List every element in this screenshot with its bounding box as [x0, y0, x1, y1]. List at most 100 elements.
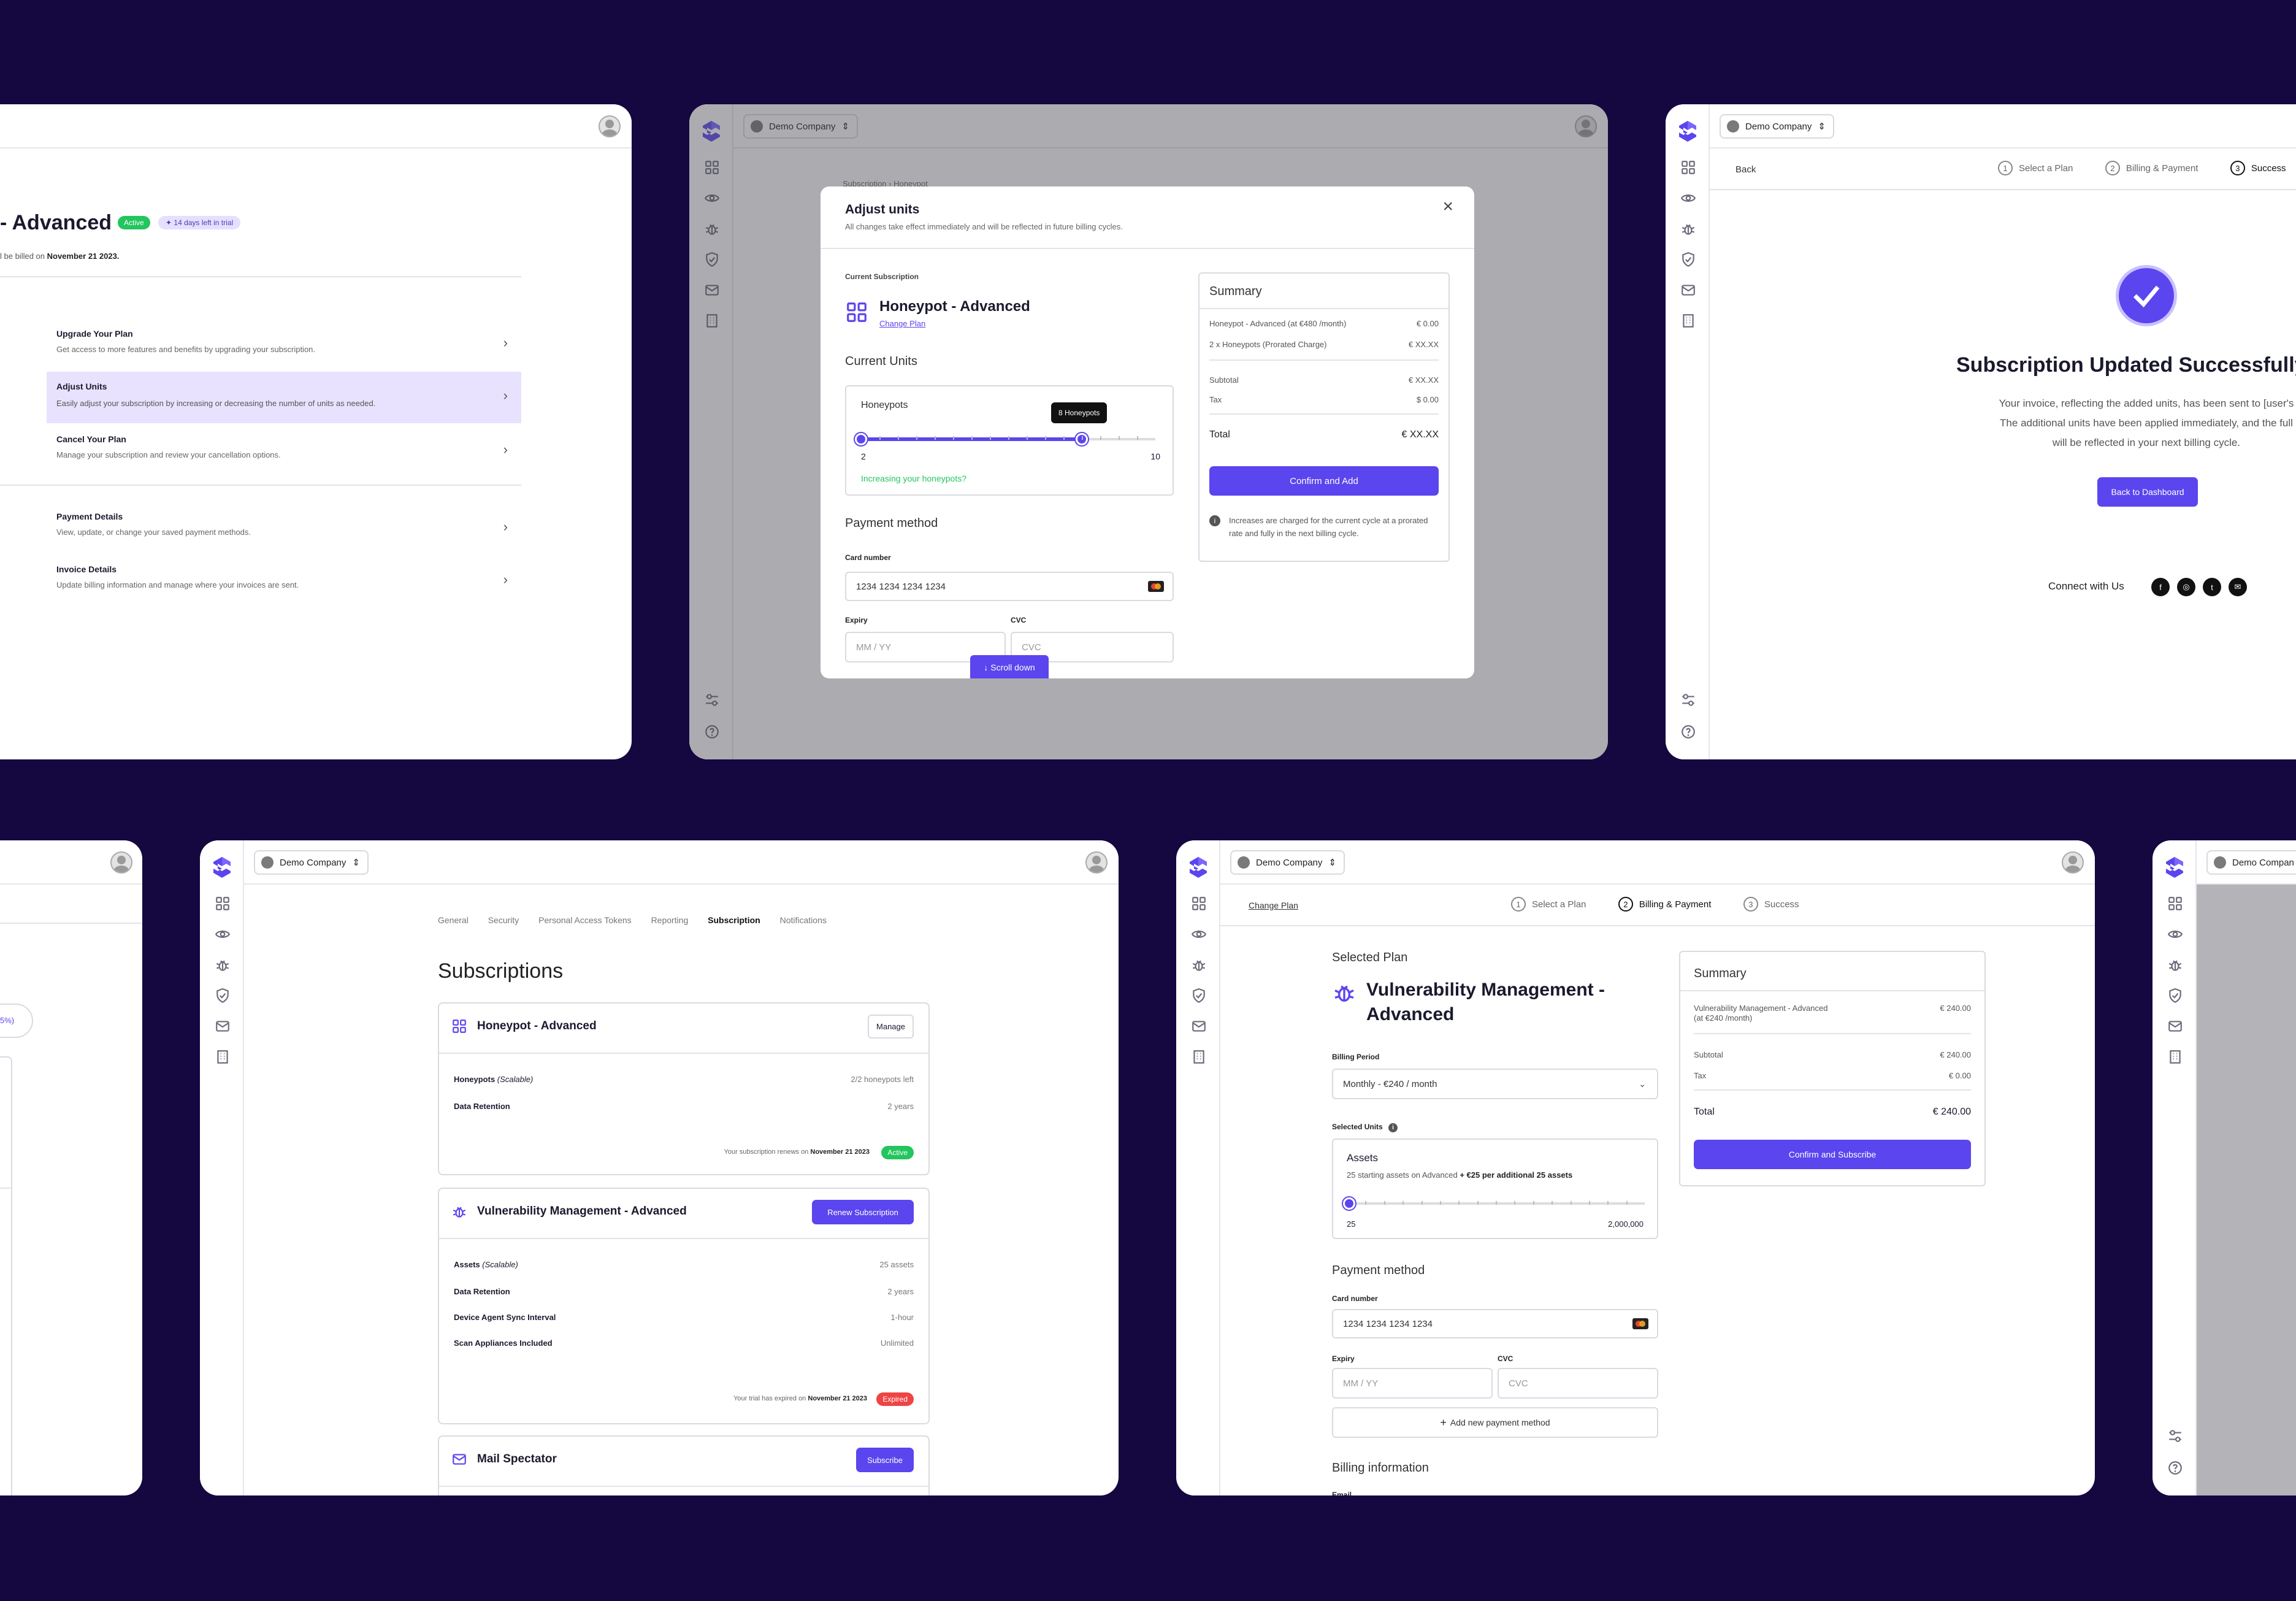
- shield-icon[interactable]: [1191, 988, 1207, 1004]
- scroll-down-button[interactable]: ↓ Scroll down: [970, 655, 1049, 678]
- help-icon[interactable]: [2167, 1460, 2183, 1476]
- slider-tick: [1626, 1201, 1628, 1205]
- user-avatar[interactable]: [599, 115, 621, 137]
- billing-line: l be billed on November 21 2023.: [0, 251, 120, 261]
- renew-subscription-button[interactable]: Renew Subscription: [812, 1200, 914, 1224]
- tab-security[interactable]: Security: [488, 915, 519, 925]
- sidebar: [689, 104, 733, 759]
- dashboard-icon[interactable]: [1191, 896, 1207, 912]
- step-1: 1 Select a Plan: [1511, 897, 1586, 912]
- building-icon[interactable]: [2167, 1049, 2183, 1065]
- slider-tick: [1027, 436, 1028, 440]
- summary-line: 2 x Honeypots (Prorated Charge): [1209, 340, 1327, 349]
- mail-icon[interactable]: [1680, 282, 1696, 298]
- change-plan-link[interactable]: Change Plan: [1249, 900, 1298, 910]
- tab-subscription[interactable]: Subscription: [708, 915, 760, 925]
- social-icon-4[interactable]: ✉: [2229, 578, 2247, 596]
- value-tooltip: 8 Honeypots: [1051, 402, 1108, 423]
- tax-value: $ 0.00: [1416, 395, 1439, 404]
- company-selector[interactable]: Demo Company ⇕: [254, 850, 369, 875]
- bug-icon[interactable]: [2167, 957, 2183, 973]
- eye-icon[interactable]: [1191, 926, 1207, 942]
- expiry-field[interactable]: MM / YY: [1332, 1368, 1493, 1399]
- assets-slider[interactable]: [1343, 1196, 1645, 1211]
- mail-icon[interactable]: [2167, 1018, 2183, 1034]
- eye-icon[interactable]: [215, 926, 231, 942]
- card-number-field[interactable]: 1234 1234 1234 1234: [845, 572, 1174, 601]
- shield-icon[interactable]: [2167, 988, 2183, 1004]
- feature-value: 2 years: [887, 1287, 914, 1296]
- subscribe-button[interactable]: Subscribe: [856, 1448, 914, 1472]
- top-bar: Demo Company ⇕: [244, 840, 1119, 885]
- social-icon-2[interactable]: ◎: [2177, 578, 2195, 596]
- subscription-card-honeypot: Honeypot - Advanced Manage Honeypots (Sc…: [438, 1002, 930, 1175]
- company-selector[interactable]: Demo Company ⇕: [743, 114, 858, 139]
- company-selector[interactable]: Demo Company ⇕: [1720, 114, 1834, 139]
- add-payment-method-button[interactable]: + Add new payment method: [1332, 1407, 1658, 1438]
- card-number-label: Card number: [845, 553, 891, 562]
- user-avatar[interactable]: [110, 851, 132, 873]
- cvc-field[interactable]: CVC: [1498, 1368, 1658, 1399]
- dashboard-icon[interactable]: [215, 896, 231, 912]
- slider-tick: [1119, 436, 1120, 440]
- social-icon-3[interactable]: t: [2203, 578, 2221, 596]
- shield-icon[interactable]: [1680, 251, 1696, 267]
- building-icon[interactable]: [1680, 313, 1696, 329]
- slider-knob[interactable]: [1343, 1197, 1355, 1210]
- chevron-down-icon: ⌄: [1639, 1078, 1646, 1089]
- summary-line: Honeypot - Advanced (at €480 /month): [1209, 319, 1347, 328]
- menu-item-cancel[interactable]: Cancel Your Plan Manage your subscriptio…: [56, 434, 508, 459]
- close-icon[interactable]: ×: [1442, 196, 1453, 217]
- user-avatar[interactable]: [2062, 851, 2084, 873]
- user-avatar[interactable]: [1085, 851, 1108, 873]
- card-number-field[interactable]: 1234 1234 1234 1234: [1332, 1309, 1658, 1338]
- confirm-and-subscribe-button[interactable]: Confirm and Subscribe: [1694, 1140, 1971, 1169]
- info-icon: i: [1388, 1123, 1398, 1132]
- manage-button[interactable]: Manage: [868, 1015, 914, 1039]
- adjust-units-modal: Adjust units All changes take effect imm…: [821, 186, 1474, 678]
- summary-line-value: € 240.00: [1940, 1004, 1971, 1013]
- slider-tick: [935, 436, 936, 440]
- bug-icon[interactable]: [1191, 957, 1207, 973]
- building-icon[interactable]: [215, 1049, 231, 1065]
- settings-icon[interactable]: [2167, 1428, 2183, 1444]
- help-icon[interactable]: [1680, 724, 1696, 740]
- billing-period-select[interactable]: Monthly - €240 / month ⌄: [1332, 1069, 1658, 1099]
- menu-item-payment-details[interactable]: Payment Details View, update, or change …: [56, 512, 508, 537]
- slider-knob-min[interactable]: [855, 433, 867, 445]
- company-selector[interactable]: Demo Company ⇕: [1230, 850, 1345, 875]
- mail-icon[interactable]: [1191, 1018, 1207, 1034]
- menu-item-adjust-units[interactable]: Adjust Units Easily adjust your subscrip…: [47, 372, 521, 423]
- units-slider[interactable]: [855, 431, 1155, 449]
- confirm-and-add-button[interactable]: Confirm and Add: [1209, 466, 1439, 496]
- back-to-dashboard-button[interactable]: Back to Dashboard: [2097, 477, 2198, 507]
- menu-item-upgrade[interactable]: Upgrade Your Plan Get access to more fea…: [56, 329, 508, 354]
- summary-card: Summary Honeypot - Advanced (at €480 /mo…: [1198, 272, 1450, 562]
- social-icon-1[interactable]: f: [2151, 578, 2170, 596]
- dashboard-icon[interactable]: [2167, 896, 2183, 912]
- user-avatar[interactable]: [1575, 115, 1597, 137]
- logo-icon: [1675, 119, 1700, 144]
- bug-icon[interactable]: [1680, 221, 1696, 237]
- company-selector[interactable]: Demo Compan: [2206, 850, 2296, 875]
- slider-tick: [898, 436, 899, 440]
- building-icon[interactable]: [1191, 1049, 1207, 1065]
- eye-icon[interactable]: [2167, 926, 2183, 942]
- bug-icon[interactable]: [215, 957, 231, 973]
- slider-tick: [1082, 436, 1083, 440]
- mail-icon[interactable]: [215, 1018, 231, 1034]
- tab-general[interactable]: General: [438, 915, 469, 925]
- tab-reporting[interactable]: Reporting: [651, 915, 689, 925]
- company-avatar: [1727, 120, 1739, 132]
- top-bar: Demo Company ⇕: [1710, 104, 2296, 148]
- dashboard-icon[interactable]: [1680, 159, 1696, 175]
- success-body: Your invoice, reflecting the added units…: [1999, 397, 2294, 448]
- tab-tokens[interactable]: Personal Access Tokens: [538, 915, 632, 925]
- change-plan-link[interactable]: Change Plan: [879, 319, 926, 328]
- menu-item-invoice-details[interactable]: Invoice Details Update billing informati…: [56, 564, 508, 589]
- settings-icon[interactable]: [1680, 692, 1696, 708]
- tab-notifications[interactable]: Notifications: [779, 915, 827, 925]
- back-link[interactable]: Back: [1735, 164, 1756, 175]
- shield-icon[interactable]: [215, 988, 231, 1004]
- eye-icon[interactable]: [1680, 190, 1696, 206]
